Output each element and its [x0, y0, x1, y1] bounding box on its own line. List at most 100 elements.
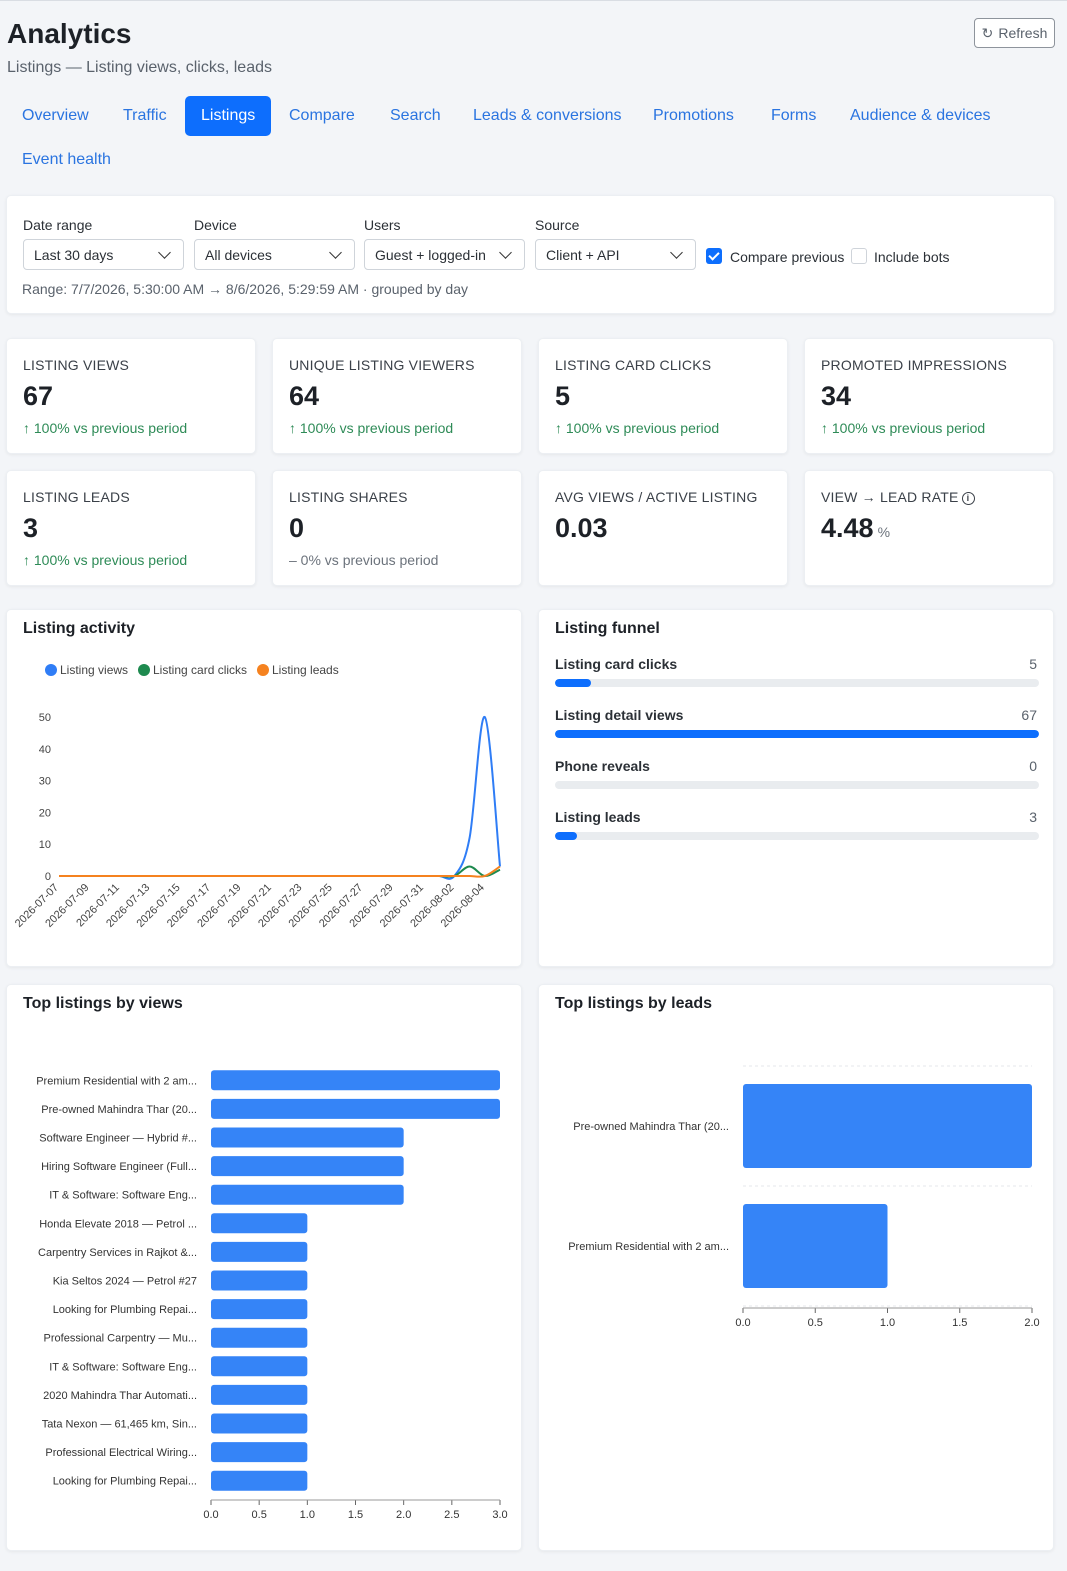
kpi-card-promoted-impressions: PROMOTED IMPRESSIONS 34 ↑ 100% vs previo… — [804, 338, 1054, 454]
x-tick-label: 0.5 — [252, 1509, 267, 1521]
top-views-chart: 0.0 0.5 1.0 1.5 2.0 2.5 3.0 Premium Residential… — [36, 1070, 508, 1521]
top-divider — [0, 0, 1067, 1]
chevron-down-icon — [499, 245, 512, 259]
filters-card: Date range Last 30 days Device All devic… — [6, 195, 1055, 314]
funnel-track — [555, 781, 1039, 789]
tab-overview[interactable]: Overview — [22, 107, 89, 124]
bar — [211, 1442, 308, 1463]
tab-leads-conversions[interactable]: Leads & conversions — [473, 107, 622, 124]
chevron-down-icon — [158, 245, 171, 259]
x-tick-label: 1.0 — [880, 1317, 895, 1329]
bar — [211, 1470, 308, 1491]
bar-category-label: Hiring Software Engineer (Full... — [41, 1161, 197, 1173]
bar-category-label: Kia Seltos 2024 — Petrol #27 — [53, 1276, 197, 1288]
y-tick-label: 0 — [45, 871, 51, 883]
y-tick-label: 50 — [39, 712, 51, 724]
bar — [743, 1084, 1032, 1168]
bar-category-label: Honda Elevate 2018 — Petrol ... — [39, 1218, 197, 1230]
page-title: Analytics — [7, 18, 132, 49]
x-tick-label: 1.5 — [348, 1509, 363, 1521]
y-tick-label: 10 — [39, 839, 51, 851]
funnel-label-phone-reveals: Phone reveals — [555, 758, 650, 774]
listing-activity-chart: Listing views Listing card clicks Listing … — [13, 663, 501, 930]
kpi-caption: LISTING SHARES — [289, 489, 408, 505]
users-value: Guest + logged-in — [375, 246, 486, 263]
kpi-value: 64 — [289, 381, 320, 411]
kpi-delta: – 0% vs previous period — [289, 552, 439, 568]
kpi-delta: ↑ 100% vs previous period — [23, 552, 188, 568]
bar — [211, 1127, 404, 1148]
kpi-value: 67 — [23, 381, 54, 411]
kpi-value: 5 — [555, 381, 571, 411]
bar-category-label: Software Engineer — Hybrid #... — [39, 1133, 197, 1145]
legend-label: Listing card clicks — [153, 663, 247, 677]
kpi-delta: ↑ 100% vs previous period — [821, 420, 986, 436]
kpi-caption-wrap: VIEW → LEAD RATE i — [821, 489, 975, 505]
bar — [211, 1413, 308, 1434]
kpi-caption: AVG VIEWS / ACTIVE LISTING — [555, 489, 758, 505]
kpi-value: 3 — [23, 513, 39, 543]
bar — [211, 1241, 308, 1262]
funnel-label-listing-leads: Listing leads — [555, 809, 641, 825]
kpi-value: 0.03 — [555, 513, 608, 543]
x-tick-label: 1.5 — [952, 1317, 967, 1329]
y-tick-label: 40 — [39, 744, 51, 756]
funnel-label-card-clicks: Listing card clicks — [555, 656, 678, 672]
device-select[interactable]: All devices — [194, 239, 355, 270]
funnel-value-detail-views: 67 — [1021, 707, 1037, 723]
series-line-listing-leads — [59, 865, 501, 878]
tab-event-health[interactable]: Event health — [22, 151, 111, 168]
funnel-track — [555, 730, 1039, 738]
date-range-select[interactable]: Last 30 days — [23, 239, 184, 270]
bar-category-label: Pre-owned Mahindra Thar (20... — [41, 1104, 197, 1116]
kpi-card-avg-views: AVG VIEWS / ACTIVE LISTING 0.03 — [538, 470, 788, 586]
refresh-icon: ↻ — [981, 24, 994, 41]
page-subtitle: Listings — Listing views, clicks, leads — [7, 59, 272, 76]
kpi-card-listing-leads: LISTING LEADS 3 ↑ 100% vs previous perio… — [6, 470, 256, 586]
bar — [211, 1070, 500, 1091]
users-label: Users — [364, 217, 401, 233]
tab-compare[interactable]: Compare — [289, 107, 355, 124]
kpi-caption: VIEW → LEAD RATE — [821, 489, 959, 505]
listing-activity-card: Listing activity Listing views Listing ca… — [6, 609, 522, 967]
top-leads-chart: 0.0 0.5 1.0 1.5 2.0 Pre-owned Mahindra Thar (… — [568, 1065, 1040, 1329]
y-tick-label: 20 — [39, 807, 51, 819]
bar-category-label: Professional Electrical Wiring... — [45, 1447, 197, 1459]
bar — [211, 1270, 308, 1291]
kpi-delta: ↑ 100% vs previous period — [289, 420, 454, 436]
tab-traffic[interactable]: Traffic — [123, 107, 167, 124]
chevron-down-icon — [329, 245, 342, 259]
x-tick-label: 2.0 — [396, 1509, 411, 1521]
funnel-value-card-clicks: 5 — [1029, 656, 1037, 672]
x-tick-label: 1.0 — [300, 1509, 315, 1521]
funnel-track — [555, 832, 1039, 840]
funnel-value-listing-leads: 3 — [1029, 809, 1037, 825]
listing-funnel-card: Listing funnel Listing card clicks 5 Lis… — [538, 609, 1054, 967]
funnel-value-phone-reveals: 0 — [1029, 758, 1037, 774]
kpi-card-listing-shares: LISTING SHARES 0 – 0% vs previous period — [272, 470, 522, 586]
tab-search[interactable]: Search — [390, 107, 441, 124]
include-bots-checkbox[interactable] — [851, 248, 867, 264]
series-line-listing-views — [59, 715, 501, 880]
tab-promotions[interactable]: Promotions — [653, 107, 734, 124]
compare-previous-checkbox[interactable] — [706, 248, 722, 264]
refresh-label: Refresh — [998, 25, 1048, 41]
range-text: Range: 7/7/2026, 5:30:00 AM → 8/6/2026, … — [22, 281, 468, 297]
kpi-delta: ↑ 100% vs previous period — [555, 420, 720, 436]
kpi-value: 34 — [821, 381, 852, 411]
kpi-delta: ↑ 100% vs previous period — [23, 420, 188, 436]
funnel-track — [555, 679, 1039, 687]
tab-audience-devices[interactable]: Audience & devices — [850, 107, 991, 124]
kpi-card-unique-viewers: UNIQUE LISTING VIEWERS 64 ↑ 100% vs prev… — [272, 338, 522, 454]
source-select[interactable]: Client + API — [535, 239, 696, 270]
tab-forms[interactable]: Forms — [771, 107, 817, 124]
top-views-title: Top listings by views — [23, 995, 183, 1012]
users-select[interactable]: Guest + logged-in — [364, 239, 525, 270]
device-value: All devices — [205, 246, 272, 263]
legend-swatch — [257, 664, 269, 676]
info-icon[interactable]: i — [961, 492, 975, 505]
bar-category-label: Looking for Plumbing Repai... — [53, 1476, 197, 1488]
tab-listings[interactable]: Listings — [185, 96, 272, 136]
kpi-card-listing-views: LISTING VIEWS 67 ↑ 100% vs previous peri… — [6, 338, 256, 454]
refresh-button[interactable]: ↻ Refresh — [974, 18, 1055, 48]
